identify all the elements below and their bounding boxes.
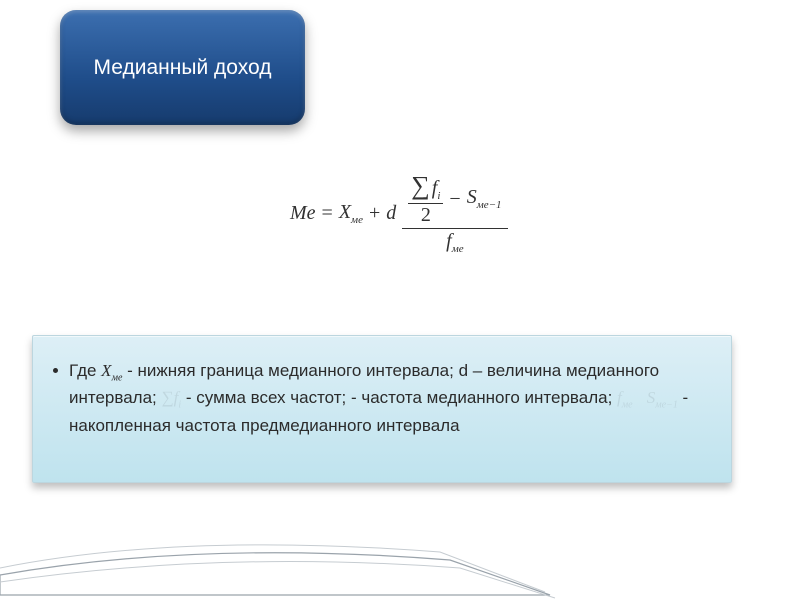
decorative-swoosh [0, 510, 800, 600]
lhs: Me [290, 202, 316, 225]
x-me: Xме [339, 201, 363, 226]
inner-fraction: ∑fi 2 [408, 172, 443, 226]
minus-sign: − [449, 189, 460, 209]
definition-item: Где Xме - нижняя граница медианного инте… [51, 358, 713, 438]
numerator: ∑fi 2 − Sме−1 [402, 170, 507, 229]
main-fraction: ∑fi 2 − Sме−1 fме [402, 170, 507, 257]
equals-sign: = [322, 202, 333, 225]
s-me-1: Sме−1 [467, 187, 502, 211]
median-formula: Me = Xме + d ∑fi 2 − Sме−1 fме [290, 170, 508, 257]
plus-sign: + [369, 202, 380, 225]
title-box: Медианный доход [60, 10, 305, 125]
definitions-box: Где Xме - нижняя граница медианного инте… [32, 335, 732, 483]
denominator: fме [440, 229, 469, 257]
title-text: Медианный доход [94, 56, 272, 80]
d-var: d [386, 202, 396, 225]
